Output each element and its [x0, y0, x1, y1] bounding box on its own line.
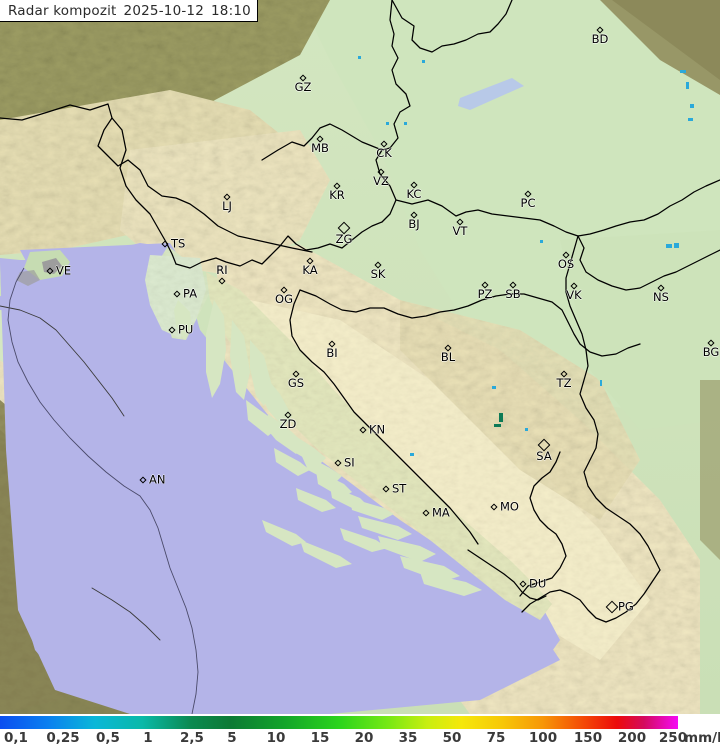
city-label: DU	[529, 576, 547, 591]
city-label: CK	[376, 146, 392, 160]
city-label: LJ	[222, 199, 232, 213]
city-label: AN	[149, 472, 166, 487]
legend-tick: 250	[658, 730, 688, 746]
legend-tick: 0,5	[96, 730, 120, 746]
city-label: OS	[557, 257, 575, 271]
city-label: VT	[452, 224, 468, 238]
city-label: TZ	[556, 376, 572, 390]
city-label: MO	[500, 499, 519, 514]
city-label: SB	[505, 287, 521, 301]
city-label: GS	[287, 376, 305, 390]
legend-tick: 1	[143, 730, 153, 746]
city-label: BL	[440, 350, 456, 364]
legend-tick: 100	[528, 730, 558, 746]
city-label: PA	[183, 286, 198, 301]
map-title-date: 2025-10-12	[123, 2, 205, 19]
city-label: OG	[275, 292, 293, 306]
legend-tick: 20	[354, 730, 374, 746]
city-label: BD	[591, 32, 609, 46]
city-label: PZ	[477, 287, 493, 301]
city-label: GZ	[294, 80, 312, 94]
legend-tick: 75	[486, 730, 506, 746]
city-label: VZ	[373, 174, 389, 188]
legend-unit: mm/h	[684, 730, 720, 746]
city-label: BJ	[408, 217, 420, 231]
city-label: RI	[216, 263, 228, 277]
legend-tick: 0,25	[46, 730, 80, 746]
city-label: TS	[171, 236, 186, 251]
precipitation-legend: 250 200 150 100 75 50 35 20 15 10 5 2,5 1 0,5 0,25 0,1 …	[0, 714, 720, 751]
legend-tick: 10	[266, 730, 286, 746]
city-label: ZD	[279, 417, 297, 431]
city-label: SK	[370, 267, 386, 281]
city-label: MB	[311, 141, 329, 155]
legend-tick: 15	[310, 730, 330, 746]
legend-tick: 0,1	[4, 730, 28, 746]
legend-tick: 2,5	[180, 730, 204, 746]
city-label: BG	[702, 345, 720, 359]
city-label: SI	[344, 455, 355, 470]
map-title-bar: Radar kompozit 2025-10-12 18:10	[0, 0, 258, 22]
city-label: PG	[618, 599, 634, 614]
map-title-product: Radar kompozit	[8, 2, 117, 19]
city-label: ST	[392, 481, 407, 496]
radar-map-canvas[interactable]: BD GZ MB CK VZ KR KC PC LJ BJ VT ZG TS OS KA SK RI VE PZ SB…	[0, 0, 720, 714]
legend-colorbar	[0, 716, 678, 729]
legend-tick-labels: 250 200 150 100 75 50 35 20 15 10 5 2,5 1 0,5 0,25 0,1 …	[0, 730, 720, 751]
city-label: VE	[56, 263, 72, 278]
city-label: NS	[653, 290, 669, 304]
city-label: VK	[566, 288, 582, 302]
city-label: PC	[520, 196, 536, 210]
legend-tick: 50	[442, 730, 462, 746]
map-terrain-layer	[0, 0, 720, 714]
map-title-time: 18:10	[211, 2, 251, 19]
legend-tick: 200	[617, 730, 647, 746]
city-label: KN	[369, 422, 386, 437]
legend-tick: 5	[227, 730, 237, 746]
legend-tick: 35	[398, 730, 418, 746]
city-label: ZG	[335, 232, 353, 246]
city-label: KA	[302, 263, 318, 277]
legend-tick: 150	[573, 730, 603, 746]
city-label: KR	[329, 188, 345, 202]
city-label: SA	[536, 449, 552, 463]
city-label: MA	[432, 505, 450, 520]
city-label: PU	[178, 322, 194, 337]
city-label: BI	[326, 346, 338, 360]
city-label: KC	[406, 187, 422, 201]
